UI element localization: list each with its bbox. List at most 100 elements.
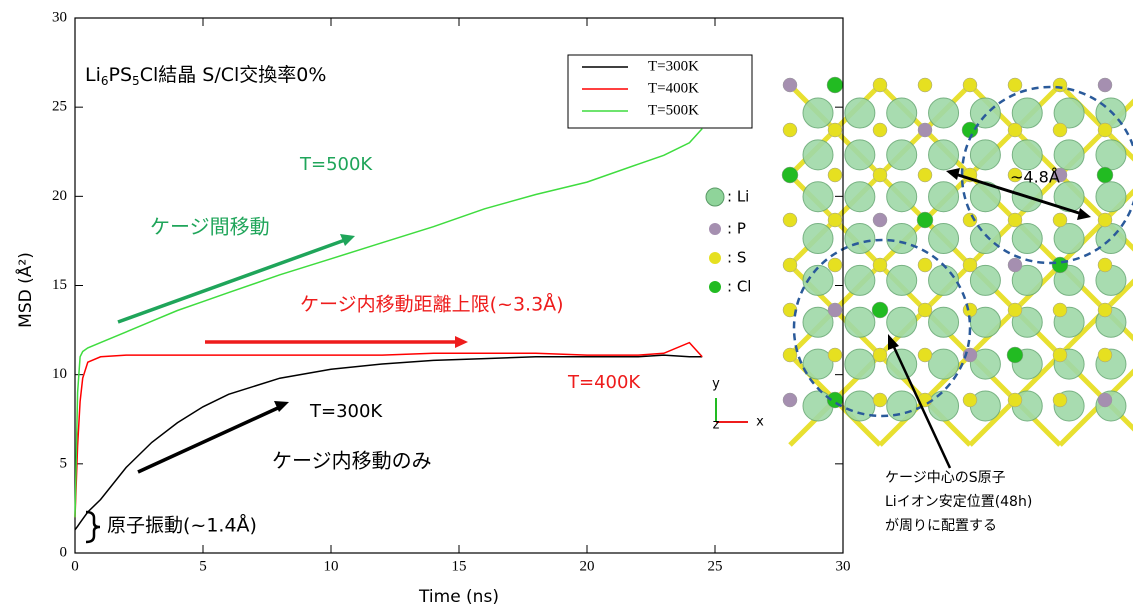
atom bbox=[1097, 167, 1113, 183]
li-atom bbox=[845, 349, 875, 379]
y-tick-label: 25 bbox=[52, 99, 67, 115]
callout-text: Liイオン安定位置(48h) bbox=[885, 494, 1032, 510]
atom bbox=[783, 123, 797, 137]
atom bbox=[963, 303, 977, 317]
atom bbox=[873, 258, 887, 272]
atom bbox=[828, 258, 842, 272]
legend-text: : Li bbox=[727, 188, 749, 206]
atom bbox=[872, 302, 888, 318]
li-atom bbox=[845, 265, 875, 295]
li-atom bbox=[929, 224, 959, 254]
li-atom bbox=[887, 224, 917, 254]
li-atom bbox=[929, 265, 959, 295]
atom bbox=[1053, 303, 1067, 317]
li-atom bbox=[1096, 140, 1126, 170]
atom bbox=[828, 123, 842, 137]
x-tick-label: 5 bbox=[199, 558, 207, 574]
legend-text: : Cl bbox=[727, 278, 751, 296]
atom bbox=[783, 78, 797, 92]
crystal-legend: : Li : P : S : Cl bbox=[706, 188, 751, 296]
atom bbox=[1098, 78, 1112, 92]
annotation: T=400K bbox=[567, 372, 641, 393]
cl-icon bbox=[709, 281, 721, 293]
li-atom bbox=[1012, 140, 1042, 170]
distance-label: ~4.8Å bbox=[1010, 168, 1060, 187]
atom bbox=[1008, 258, 1022, 272]
atom bbox=[1008, 303, 1022, 317]
atom bbox=[963, 78, 977, 92]
s-icon bbox=[709, 252, 721, 264]
axis-triad: y x z bbox=[712, 377, 764, 433]
atom bbox=[783, 213, 797, 227]
triad-label: y bbox=[712, 377, 720, 392]
atom bbox=[1098, 348, 1112, 362]
atom bbox=[873, 393, 887, 407]
title-part: PS bbox=[109, 64, 133, 86]
atom bbox=[783, 348, 797, 362]
li-atom bbox=[1096, 224, 1126, 254]
legend-label: T=300K bbox=[648, 58, 699, 74]
y-axis-label: MSD (Å²) bbox=[14, 252, 36, 328]
chart-title: Li6PS5Cl結晶 S/Cl交換率0% bbox=[85, 64, 326, 88]
atom bbox=[1008, 123, 1022, 137]
li-atom bbox=[803, 140, 833, 170]
atom bbox=[873, 78, 887, 92]
atom bbox=[918, 168, 932, 182]
legend-text: : S bbox=[727, 249, 746, 267]
y-tick-label: 0 bbox=[60, 544, 68, 560]
li-atom bbox=[845, 140, 875, 170]
x-tick-label: 25 bbox=[708, 558, 723, 574]
arrow bbox=[138, 407, 280, 472]
li-atom bbox=[1096, 182, 1126, 212]
atom bbox=[827, 77, 843, 93]
li-atom bbox=[1054, 140, 1084, 170]
atom bbox=[828, 213, 842, 227]
li-atom bbox=[887, 182, 917, 212]
atom bbox=[828, 303, 842, 317]
li-atom bbox=[929, 307, 959, 337]
atom bbox=[873, 168, 887, 182]
li-atom bbox=[845, 224, 875, 254]
atom bbox=[917, 212, 933, 228]
callout-text: ケージ中心のS原子 bbox=[885, 470, 1006, 486]
atom bbox=[1007, 347, 1023, 363]
arrow-head bbox=[1077, 208, 1091, 220]
x-tick-label: 20 bbox=[580, 558, 595, 574]
atom bbox=[1053, 213, 1067, 227]
y-tick-label: 10 bbox=[52, 366, 67, 382]
atom bbox=[918, 78, 932, 92]
y-tick-label: 30 bbox=[52, 9, 67, 25]
figure: Li6PS5Cl結晶 S/Cl交換率0% Time (ns) MSD (Å²) … bbox=[0, 0, 1133, 611]
atom bbox=[828, 348, 842, 362]
li-atom bbox=[887, 307, 917, 337]
atom bbox=[1053, 393, 1067, 407]
li-atom bbox=[929, 349, 959, 379]
atom bbox=[782, 167, 798, 183]
li-atom bbox=[929, 391, 959, 421]
triad-label: x bbox=[756, 415, 764, 430]
legend-label: T=500K bbox=[648, 102, 699, 118]
atom bbox=[963, 258, 977, 272]
atom bbox=[1008, 213, 1022, 227]
atom bbox=[1052, 257, 1068, 273]
atom bbox=[963, 393, 977, 407]
li-atom bbox=[845, 182, 875, 212]
atom bbox=[1098, 393, 1112, 407]
atom bbox=[1098, 303, 1112, 317]
atom bbox=[828, 168, 842, 182]
atom bbox=[873, 123, 887, 137]
li-atom bbox=[929, 182, 959, 212]
crystal-structure bbox=[782, 77, 1133, 445]
atom bbox=[918, 123, 932, 137]
atom bbox=[1008, 393, 1022, 407]
annotation: ケージ内移動のみ bbox=[272, 449, 432, 473]
li-atom bbox=[929, 98, 959, 128]
atom bbox=[1098, 123, 1112, 137]
atom bbox=[1098, 258, 1112, 272]
arrows bbox=[118, 234, 468, 472]
li-atom bbox=[970, 140, 1000, 170]
brace bbox=[86, 512, 100, 542]
title-part: Cl結晶 S/Cl交換率0% bbox=[140, 64, 327, 86]
p-icon bbox=[709, 223, 721, 235]
atom bbox=[873, 348, 887, 362]
